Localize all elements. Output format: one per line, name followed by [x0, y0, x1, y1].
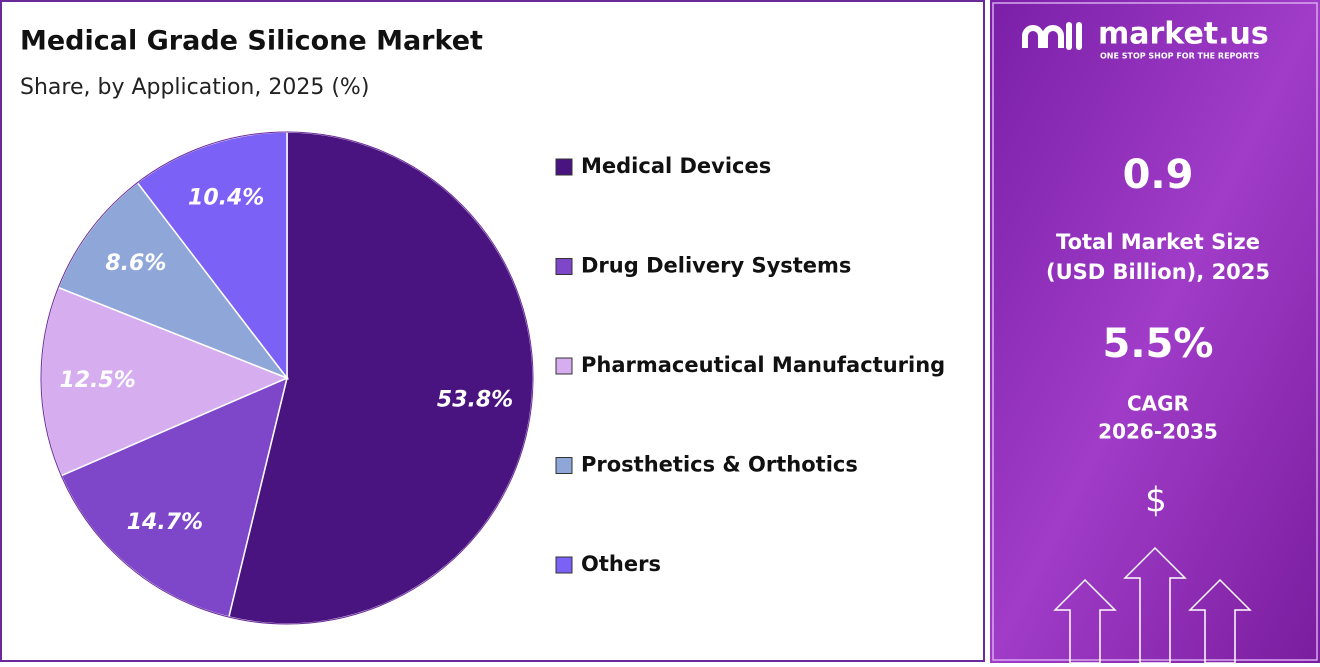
cagr: 5.5%: [1103, 321, 1214, 367]
legend-swatch: [555, 357, 573, 375]
legend-label: Drug Delivery Systems: [581, 254, 851, 278]
data-label: 10.4%: [188, 186, 264, 211]
cagr-label: CAGR: [1127, 392, 1189, 416]
legend-swatch: [555, 457, 573, 474]
side-panel: [990, 0, 1320, 663]
market-size-label: Total Market Size: [1056, 230, 1260, 254]
brand: market.us: [1098, 17, 1269, 52]
market-size-label: (USD Billion), 2025: [1046, 260, 1270, 284]
data-label: 8.6%: [105, 251, 166, 276]
legend-label: Medical Devices: [581, 154, 771, 178]
currency-icon: $: [1145, 481, 1167, 521]
logo: [1022, 22, 1082, 50]
side-frame: [992, 2, 1318, 661]
chart-title: Medical Grade Silicone Market: [20, 26, 483, 57]
data-label: 14.7%: [127, 510, 203, 535]
legend-label: Pharmaceutical Manufacturing: [581, 353, 945, 377]
legend-label: Others: [581, 552, 661, 576]
data-label: 12.5%: [59, 368, 135, 393]
arrows: [1053, 546, 1252, 664]
pie-outline: [40, 131, 534, 625]
chart-subtitle: Share, by Application, 2025 (%): [20, 75, 369, 100]
legend-swatch: [555, 158, 573, 176]
tagline: ONE STOP SHOP FOR THE REPORTS: [1100, 52, 1259, 61]
legend-label: Prosthetics & Orthotics: [581, 453, 858, 477]
market-size: 0.9: [1123, 152, 1194, 198]
data-label: 53.8%: [437, 388, 513, 413]
cagr-label: 2026-2035: [1098, 420, 1218, 444]
legend-swatch: [555, 556, 573, 574]
legend-swatch: [555, 258, 573, 275]
